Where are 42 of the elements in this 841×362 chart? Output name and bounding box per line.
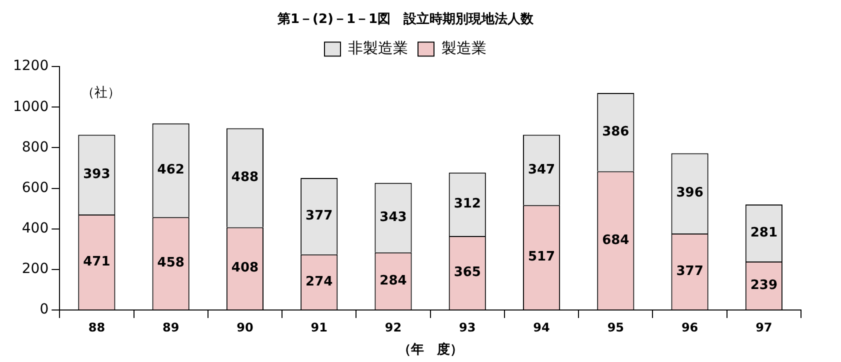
data-label: 239 bbox=[750, 278, 778, 293]
data-label: 347 bbox=[528, 162, 556, 178]
x-tick-label: 96 bbox=[681, 320, 698, 334]
data-label: 281 bbox=[750, 225, 778, 240]
data-label: 284 bbox=[380, 273, 407, 288]
data-label: 517 bbox=[528, 250, 556, 265]
data-label: 365 bbox=[454, 265, 481, 280]
data-label: 312 bbox=[454, 196, 481, 212]
data-label: 462 bbox=[157, 162, 184, 178]
data-label: 684 bbox=[602, 232, 630, 248]
chart-title: 第1－(2)－1－1図 設立時期別現地法人数 bbox=[276, 11, 535, 28]
data-label: 396 bbox=[676, 186, 704, 201]
data-label: 408 bbox=[231, 260, 259, 276]
data-label: 393 bbox=[83, 166, 110, 182]
y-tick-label: 1000 bbox=[12, 98, 49, 115]
x-axis-title: （年 度） bbox=[398, 342, 463, 358]
y-tick-label: 600 bbox=[22, 180, 49, 196]
x-tick-label: 90 bbox=[236, 320, 254, 334]
x-tick-label: 91 bbox=[310, 320, 328, 334]
x-tick-label: 93 bbox=[459, 320, 476, 334]
data-label: 377 bbox=[306, 208, 333, 224]
y-tick-label: 1200 bbox=[12, 58, 49, 74]
x-tick-label: 88 bbox=[88, 320, 106, 334]
data-label: 458 bbox=[157, 256, 184, 271]
data-label: 386 bbox=[602, 124, 630, 140]
data-label: 471 bbox=[83, 254, 110, 270]
data-label: 274 bbox=[306, 274, 333, 290]
y-tick-label: 0 bbox=[40, 302, 49, 318]
legend-label: 非製造業 bbox=[348, 38, 408, 57]
y-tick-label: 400 bbox=[22, 220, 49, 237]
x-tick-label: 92 bbox=[384, 320, 402, 334]
legend-label: 製造業 bbox=[442, 38, 486, 57]
data-label: 377 bbox=[676, 264, 704, 279]
data-label: 343 bbox=[380, 210, 407, 225]
data-label: 488 bbox=[231, 170, 259, 186]
x-tick-label: 97 bbox=[756, 320, 772, 334]
y-tick-label: 800 bbox=[22, 139, 49, 156]
x-tick-label: 95 bbox=[607, 320, 624, 334]
x-tick-label: 89 bbox=[162, 320, 180, 334]
y-tick-label: 200 bbox=[22, 261, 49, 278]
y-axis-title: （社） bbox=[82, 85, 121, 100]
x-tick-label: 94 bbox=[533, 320, 550, 334]
